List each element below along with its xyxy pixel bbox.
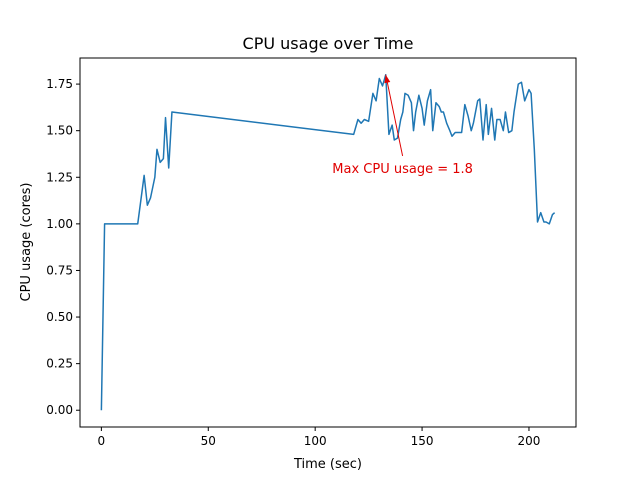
annotation-layer: Max CPU usage = 1.8 [332, 74, 473, 177]
y-tick-label: 1.50 [46, 124, 73, 138]
series-layer [100, 74, 556, 411]
y-tick-label: 1.75 [46, 77, 73, 91]
y-tick-label: 0.00 [46, 403, 73, 417]
y-tick-label: 0.25 [46, 357, 73, 371]
y-tick-label: 1.25 [46, 170, 73, 184]
y-tick-label: 0.75 [46, 263, 73, 277]
max-usage-annotation: Max CPU usage = 1.8 [332, 162, 473, 177]
annotation-arrow-head [384, 74, 391, 84]
y-tick-label: 0.50 [46, 310, 73, 324]
x-tick-label: 100 [304, 434, 327, 448]
x-tick-label: 0 [98, 434, 106, 448]
x-tick-label: 50 [201, 434, 216, 448]
x-axis-label: Time (sec) [293, 457, 362, 472]
plot-frame [79, 57, 577, 428]
x-tick-label: 150 [411, 434, 434, 448]
y-axis-label: CPU usage (cores) [19, 183, 34, 302]
x-tick-label: 200 [518, 434, 541, 448]
series-line-0 [100, 74, 556, 411]
y-tick-label: 1.00 [46, 217, 73, 231]
x-axis-ticks: 0 50 100 150 200 [98, 427, 541, 448]
annotation-arrow-shaft [385, 74, 404, 157]
y-axis-ticks: 0.00 0.25 0.50 0.75 1.00 1.25 1.50 1.75 [46, 77, 80, 417]
chart-title: CPU usage over Time [243, 34, 414, 53]
